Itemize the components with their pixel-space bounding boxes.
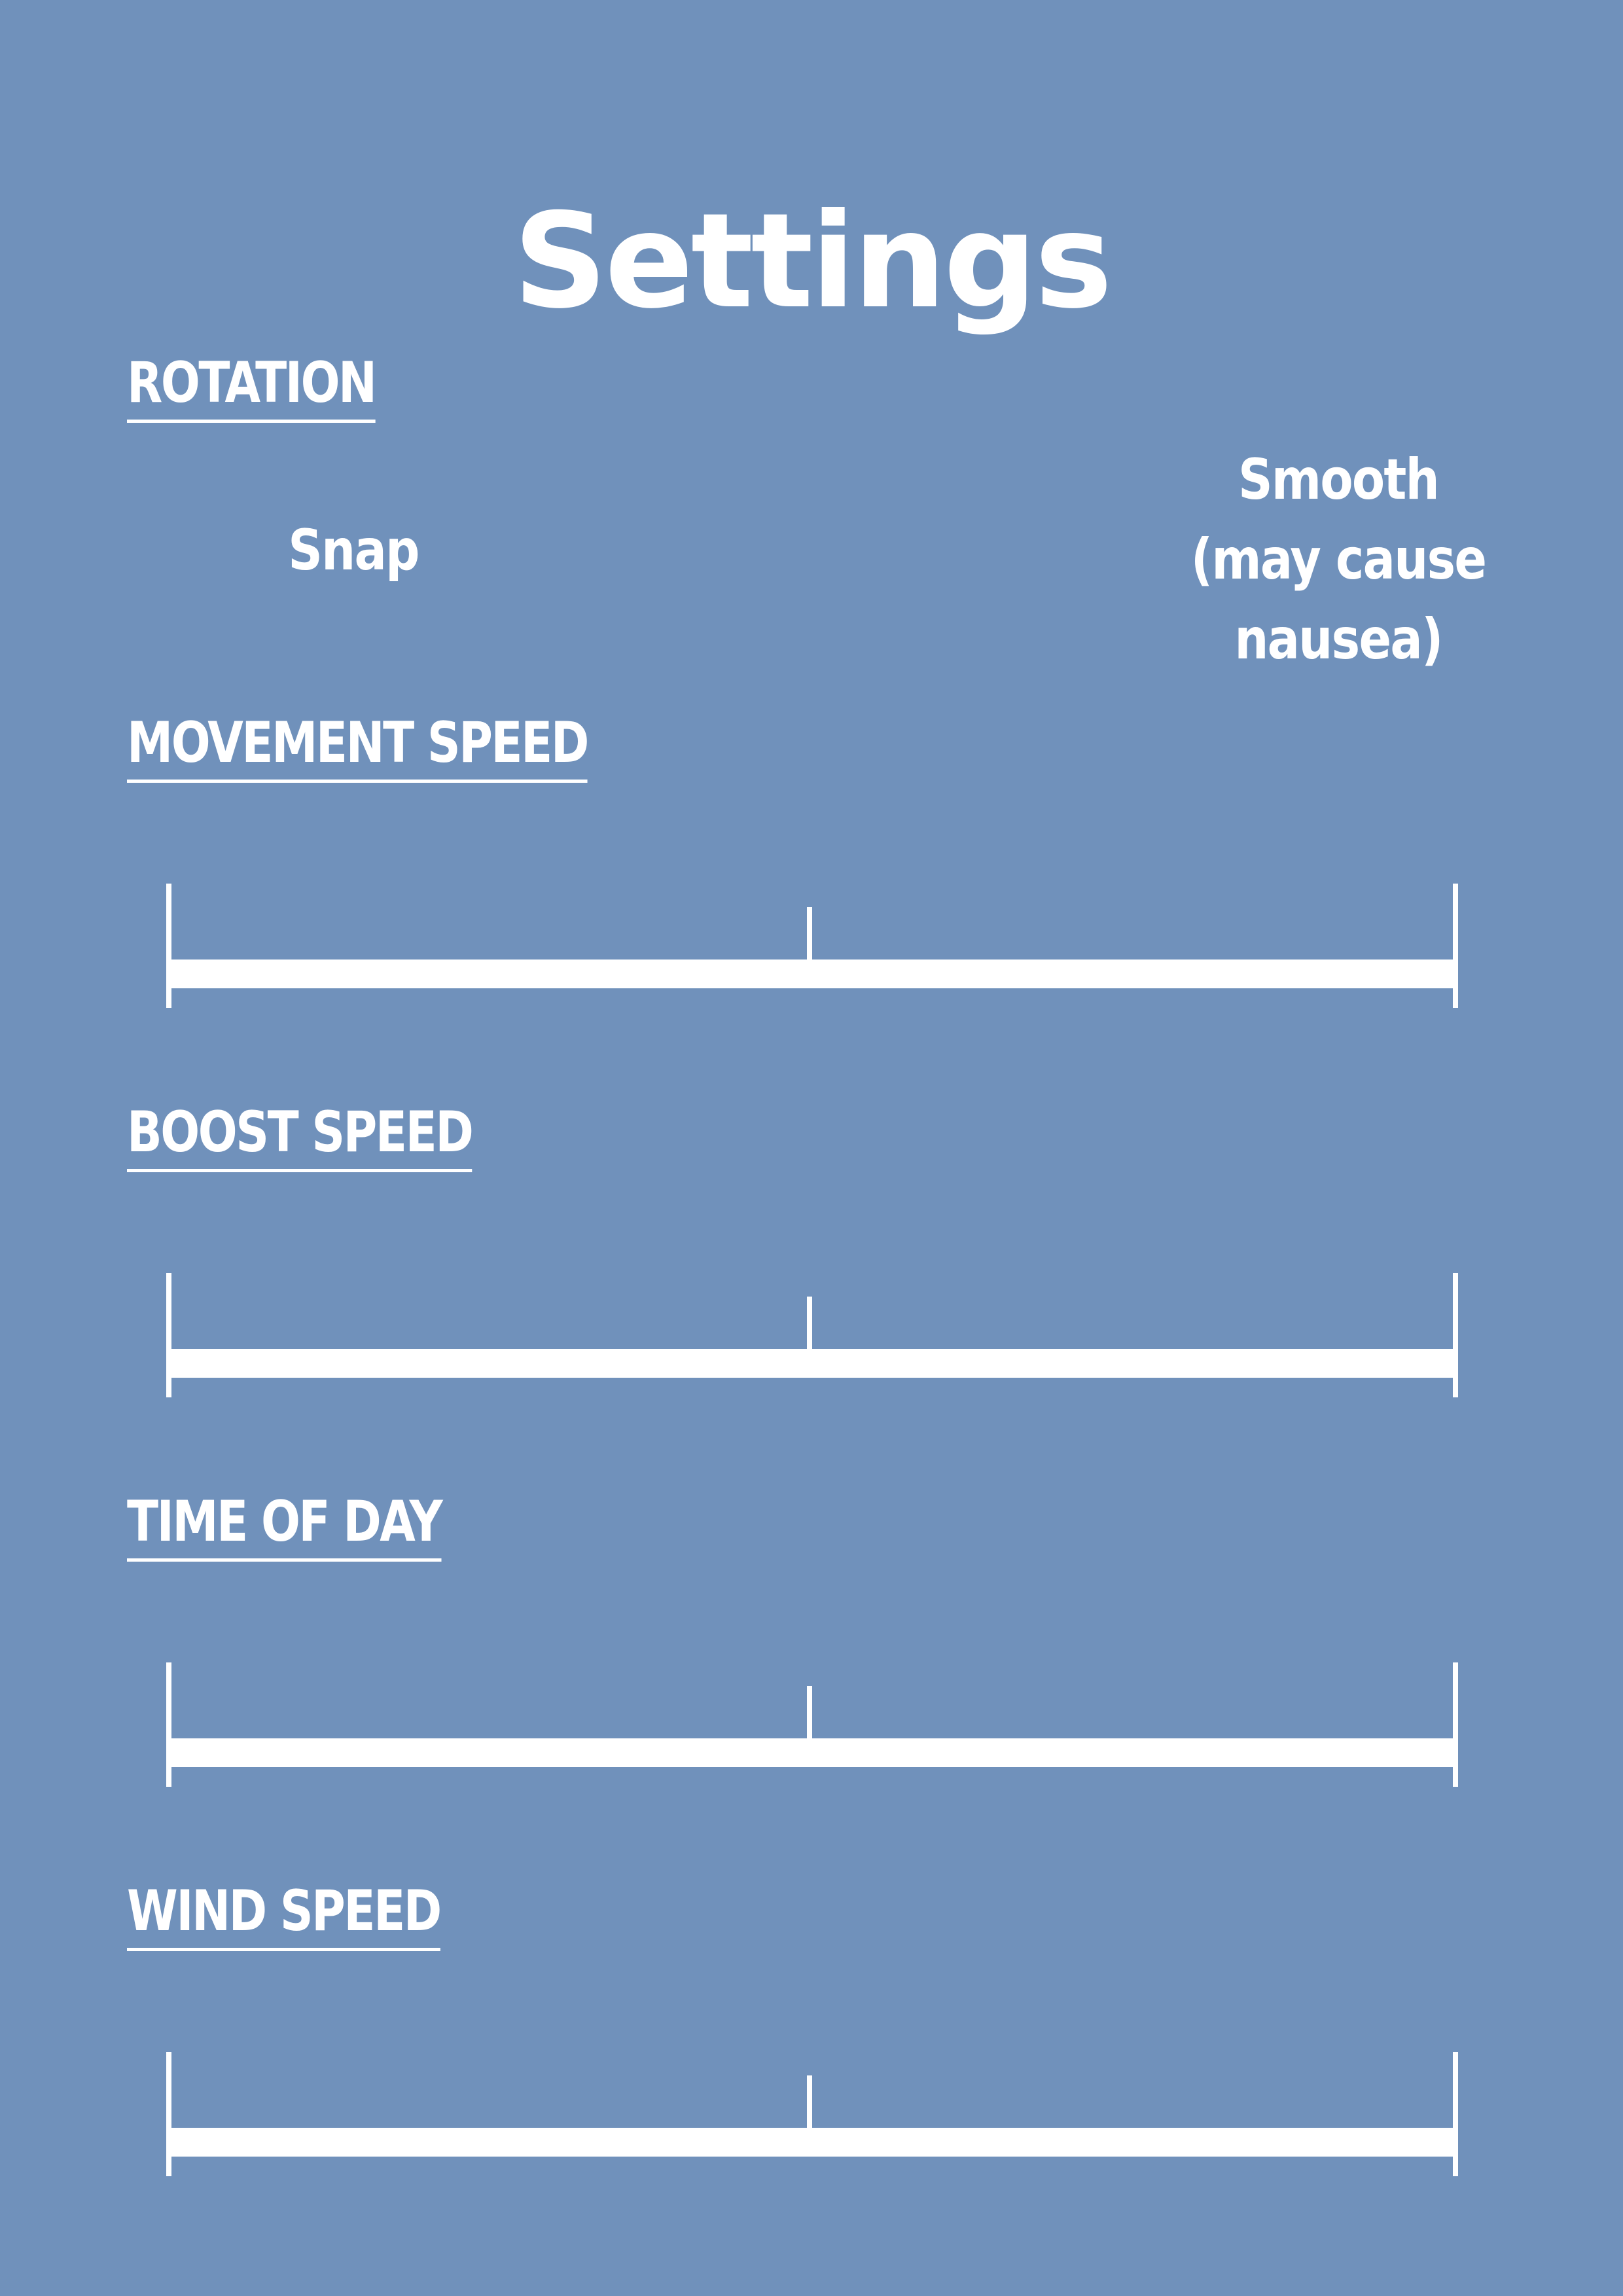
smooth-option-line-1: Smooth xyxy=(1238,447,1440,512)
time-of-day-slider[interactable] xyxy=(166,1662,1458,1787)
slider-min-tick xyxy=(166,884,171,1008)
rotation-label: ROTATION xyxy=(127,350,377,423)
slider-mid-tick xyxy=(807,1686,812,1741)
slider-track[interactable] xyxy=(169,960,1455,988)
movement-speed-slider[interactable] xyxy=(166,884,1458,1008)
boost-speed-slider[interactable] xyxy=(166,1273,1458,1397)
rotation-option-snap[interactable]: Snap xyxy=(288,518,419,583)
time-of-day-label: TIME OF DAY xyxy=(127,1489,443,1562)
slider-track[interactable] xyxy=(169,2128,1455,2157)
rotation-option-smooth[interactable]: Smooth (may cause nausea) xyxy=(1180,440,1497,679)
smooth-option-line-2: (may cause xyxy=(1190,527,1487,592)
slider-max-tick xyxy=(1453,884,1458,1008)
slider-min-tick xyxy=(166,1273,171,1397)
wind-speed-label: WIND SPEED xyxy=(127,1878,442,1951)
slider-mid-tick xyxy=(807,1297,812,1352)
slider-track[interactable] xyxy=(169,1349,1455,1378)
slider-mid-tick xyxy=(807,2075,812,2130)
page-title: Settings xyxy=(512,185,1113,338)
slider-min-tick xyxy=(166,2052,171,2176)
boost-speed-label: BOOST SPEED xyxy=(127,1100,474,1172)
smooth-option-line-3: nausea) xyxy=(1234,607,1443,672)
slider-track[interactable] xyxy=(169,1738,1455,1767)
slider-max-tick xyxy=(1453,1273,1458,1397)
slider-max-tick xyxy=(1453,2052,1458,2176)
slider-mid-tick xyxy=(807,907,812,962)
movement-speed-label: MOVEMENT SPEED xyxy=(127,710,589,783)
wind-speed-slider[interactable] xyxy=(166,2052,1458,2176)
slider-min-tick xyxy=(166,1662,171,1787)
slider-max-tick xyxy=(1453,1662,1458,1787)
